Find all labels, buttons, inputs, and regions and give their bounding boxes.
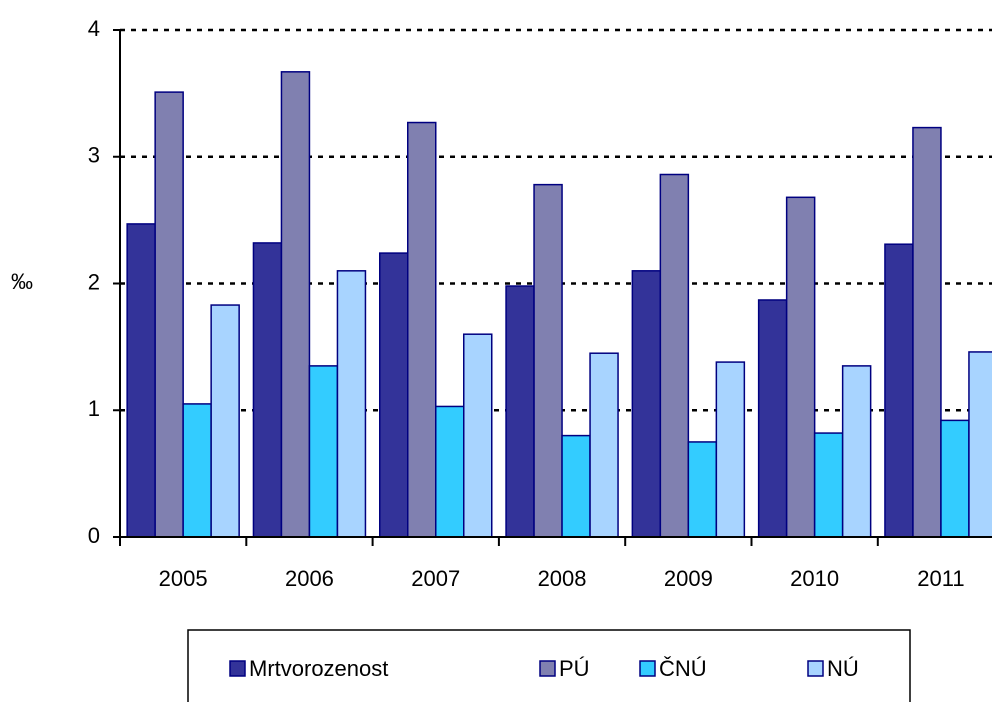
x-tick-label: 2008	[538, 566, 587, 591]
x-tick-label: 2005	[159, 566, 208, 591]
bar	[841, 365, 872, 538]
legend-swatch	[229, 660, 246, 677]
legend-label: PÚ	[559, 656, 590, 681]
bar	[126, 223, 156, 538]
bar	[912, 126, 942, 538]
x-tick-label: 2009	[664, 566, 713, 591]
bar	[407, 121, 437, 538]
x-tick-label: 2007	[411, 566, 460, 591]
y-tick-label: 4	[88, 16, 100, 41]
bar	[533, 183, 563, 538]
bar	[884, 243, 914, 538]
bar	[379, 252, 409, 538]
bar	[813, 432, 844, 538]
y-tick-label: 1	[88, 396, 100, 421]
bar	[715, 361, 746, 538]
x-tick-label: 2010	[790, 566, 839, 591]
bar	[435, 405, 465, 538]
bar	[631, 270, 662, 538]
bar	[252, 242, 283, 538]
bar	[940, 419, 970, 538]
bar	[210, 304, 240, 538]
bar	[589, 352, 619, 538]
y-tick-label: 2	[88, 269, 100, 294]
x-tick-label: 2011	[917, 566, 964, 591]
bar	[659, 173, 690, 538]
bar	[785, 196, 816, 538]
y-tick-label: 3	[88, 143, 100, 168]
bar	[505, 285, 535, 538]
bar	[757, 299, 788, 538]
bar	[336, 270, 367, 538]
legend-label: NÚ	[827, 656, 859, 681]
legend-swatch	[807, 660, 824, 677]
legend-label: Mrtvorozenost	[249, 656, 388, 681]
bar	[561, 434, 591, 538]
y-axis-label: ‰	[11, 269, 33, 294]
legend-swatch	[639, 660, 656, 677]
y-tick-label: 0	[88, 523, 100, 548]
legend-swatch	[539, 660, 556, 677]
bar	[280, 71, 311, 538]
bar	[968, 351, 992, 538]
x-tick-label: 2006	[285, 566, 334, 591]
bar	[687, 441, 718, 538]
bar	[154, 91, 184, 538]
bar	[182, 403, 212, 538]
bar	[308, 365, 339, 538]
legend-label: ČNÚ	[659, 656, 707, 681]
bar	[463, 333, 493, 538]
